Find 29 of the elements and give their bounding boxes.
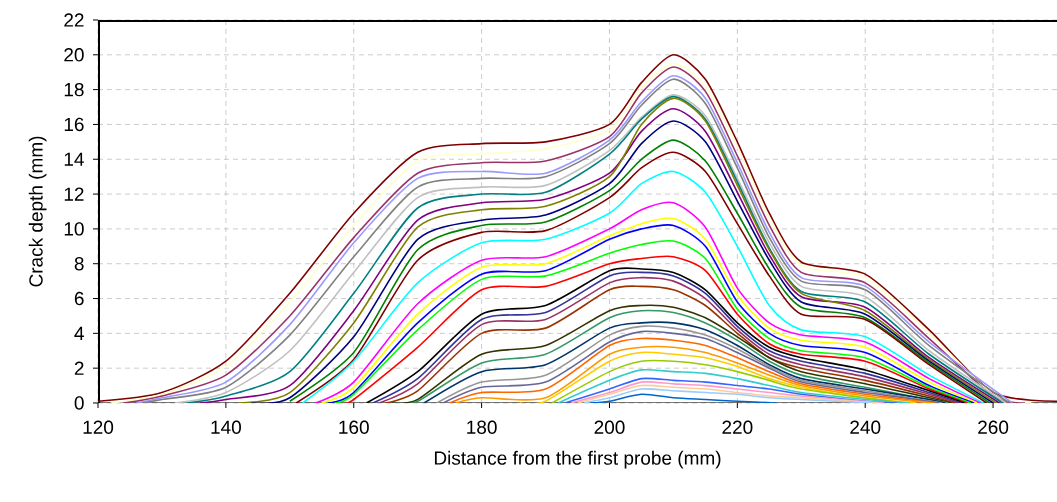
y-tick-label: 4 <box>74 326 84 340</box>
y-tick-label: 22 <box>64 13 84 27</box>
x-tick-label: 240 <box>850 420 881 434</box>
y-tick-label: 0 <box>74 396 84 410</box>
y-axis-title: Crack depth (mm) <box>28 136 47 287</box>
line-series <box>589 393 777 403</box>
line-series <box>576 384 879 403</box>
y-tick-label: 18 <box>64 82 84 97</box>
y-tick-label: 10 <box>64 222 84 236</box>
y-tick-label: 12 <box>64 187 84 201</box>
y-tick-label: 16 <box>64 117 84 132</box>
line-series <box>519 351 918 403</box>
line-series <box>563 377 898 403</box>
x-axis-title: Distance from the first probe (mm) <box>434 450 721 469</box>
x-tick-label: 220 <box>722 420 753 434</box>
y-tick-label: 6 <box>74 291 84 306</box>
line-series <box>583 388 873 403</box>
y-tick-label: 14 <box>64 152 84 166</box>
y-tick-label: 8 <box>74 256 84 271</box>
y-tick-label: 2 <box>74 361 84 375</box>
x-tick-label: 120 <box>83 420 114 434</box>
x-tick-label: 260 <box>978 420 1009 434</box>
line-series <box>557 368 911 403</box>
x-tick-label: 200 <box>594 420 625 434</box>
x-tick-label: 160 <box>339 420 369 434</box>
y-tick-label: 20 <box>64 48 84 62</box>
x-tick-label: 140 <box>211 420 241 434</box>
line-series <box>570 381 886 403</box>
x-tick-label: 180 <box>467 420 497 434</box>
